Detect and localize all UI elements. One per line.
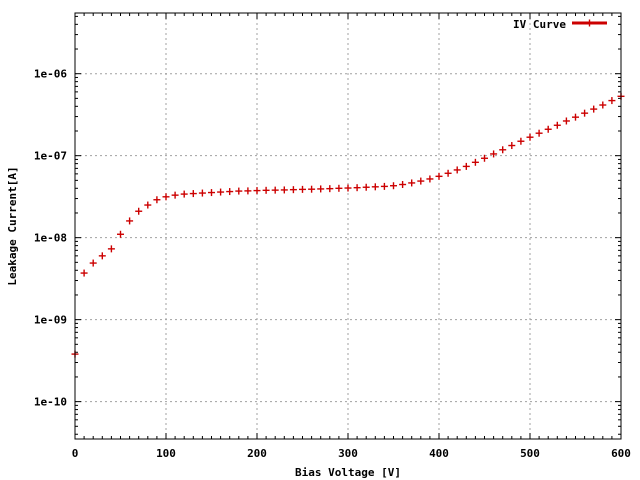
grid-lines [75, 13, 621, 439]
x-tick-label: 600 [611, 447, 631, 460]
data-point [608, 97, 616, 105]
data-point [517, 137, 525, 145]
data-point [380, 182, 388, 190]
data-point [144, 201, 152, 209]
data-point [471, 158, 479, 166]
x-tick-label: 100 [156, 447, 176, 460]
x-tick-labels: 0 100 200 300 400 500 600 [72, 447, 631, 460]
y-axis-title: Leakage Current[A] [6, 166, 19, 285]
data-point [326, 185, 334, 193]
x-tick-label: 300 [338, 447, 358, 460]
data-point [217, 188, 225, 196]
data-point [289, 186, 297, 194]
data-point [335, 184, 343, 192]
data-point [417, 177, 425, 185]
data-point [80, 269, 88, 277]
data-point [280, 186, 288, 194]
data-point [553, 121, 561, 129]
data-point [271, 186, 279, 194]
y-tick-label: 1e-10 [34, 396, 67, 409]
data-point [308, 185, 316, 193]
data-point [198, 189, 206, 197]
data-point [453, 166, 461, 174]
data-point [180, 190, 188, 198]
x-tick-label: 0 [72, 447, 79, 460]
x-tick-label: 200 [247, 447, 267, 460]
data-point [189, 190, 197, 198]
y-tick-labels: 1e-10 1e-09 1e-08 1e-07 1e-06 [34, 68, 67, 409]
data-point [135, 207, 143, 215]
y-tick-label: 1e-07 [34, 150, 67, 163]
data-point [126, 217, 134, 225]
data-point [226, 188, 234, 196]
data-point [499, 146, 507, 154]
data-point [162, 193, 170, 201]
plot-frame [74, 12, 622, 440]
data-point [426, 175, 434, 183]
data-point [490, 150, 498, 158]
data-point [253, 187, 261, 195]
y-tick-label: 1e-08 [34, 232, 67, 245]
data-point [444, 169, 452, 177]
data-point [581, 109, 589, 117]
data-point [107, 245, 115, 253]
data-point [399, 181, 407, 189]
data-point [562, 117, 570, 125]
x-tick-label: 500 [520, 447, 540, 460]
data-point [117, 230, 124, 238]
data-point [408, 179, 416, 187]
data-point [344, 184, 352, 192]
data-point [390, 182, 397, 190]
data-point [572, 113, 579, 121]
data-point [171, 191, 179, 199]
data-point [262, 186, 270, 194]
data-point [89, 259, 97, 267]
legend-label: IV Curve [513, 18, 566, 31]
data-point [481, 154, 488, 162]
data-point [544, 125, 552, 133]
data-point [362, 183, 370, 191]
y-tick-label: 1e-09 [34, 314, 67, 327]
data-point [371, 183, 379, 191]
data-point [299, 185, 306, 193]
y-tick-label: 1e-06 [34, 68, 67, 81]
data-point [98, 252, 106, 260]
data-point [208, 189, 215, 197]
data-point [535, 129, 543, 137]
data-point [244, 187, 252, 195]
data-point [526, 133, 534, 141]
data-point [590, 105, 598, 113]
data-point [508, 142, 516, 150]
data-point [235, 187, 243, 195]
data-point [435, 172, 443, 180]
data-point [462, 162, 470, 170]
legend-marker [586, 19, 593, 27]
data-point [153, 196, 161, 204]
data-point [353, 184, 361, 192]
x-tick-label: 400 [429, 447, 449, 460]
legend: IV Curve [513, 18, 607, 31]
x-axis-title: Bias Voltage [V] [295, 466, 401, 479]
data-point [317, 185, 325, 193]
data-point [599, 101, 607, 109]
